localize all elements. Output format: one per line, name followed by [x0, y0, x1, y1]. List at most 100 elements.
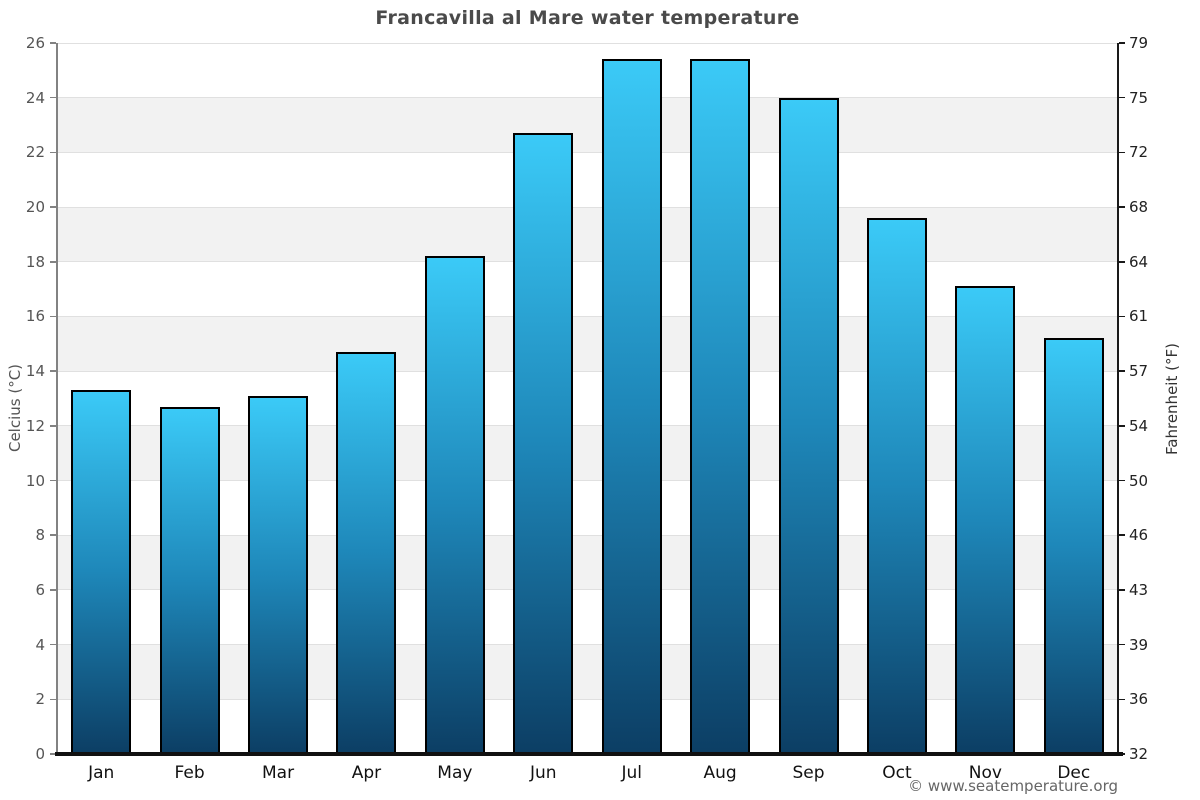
y-axis-fahrenheit-tick-label: 64 [1129, 252, 1149, 271]
y-axis-celsius-tick-label: 26 [25, 34, 45, 52]
temperature-bar[interactable] [1043, 338, 1104, 754]
y-axis-right-tick [1119, 698, 1125, 701]
grid-band [57, 207, 1118, 262]
gridline [57, 644, 1118, 646]
y-axis-fahrenheit-tick-label: 57 [1129, 362, 1149, 381]
y-axis-fahrenheit-tick-label: 50 [1129, 471, 1149, 490]
y-axis-fahrenheit-tick-label: 39 [1129, 635, 1149, 654]
y-axis-fahrenheit-title: Fahrenheit (°F) [1163, 343, 1181, 455]
x-axis-month-label: Nov [968, 763, 1002, 783]
y-axis-fahrenheit-tick-label: 36 [1129, 690, 1149, 709]
y-axis-right-tick [1119, 42, 1125, 44]
temperature-bar[interactable] [955, 286, 1016, 754]
x-axis-month-label: May [437, 763, 473, 783]
gridline [57, 534, 1118, 536]
y-axis-left-tick [50, 425, 56, 427]
temperature-bar[interactable] [866, 218, 927, 754]
x-axis-month-label: Aug [703, 763, 737, 783]
temperature-bar[interactable] [601, 59, 662, 754]
y-axis-celsius-tick-label: 2 [35, 690, 45, 709]
grid-band [57, 316, 1118, 372]
y-axis-right-line [1117, 43, 1119, 754]
temperature-bar[interactable] [424, 256, 485, 754]
x-axis-month-label: Feb [174, 763, 205, 783]
grid-band [57, 699, 1118, 754]
y-axis-left-tick [50, 753, 56, 755]
y-axis-celsius-tick-label: 0 [35, 745, 45, 763]
y-axis-celsius-tick-label: 12 [25, 416, 45, 435]
gridline [57, 42, 1118, 44]
y-axis-left-tick [50, 96, 56, 99]
gridline [57, 206, 1118, 208]
y-axis-right-tick [1119, 315, 1125, 318]
y-axis-celsius-tick-label: 10 [25, 471, 45, 490]
gridline [57, 370, 1118, 372]
y-axis-right-tick [1119, 534, 1125, 536]
y-axis-right-tick [1119, 96, 1125, 99]
plot-area: Jan Feb Mar Apr May Jun Jul Aug Sep Oct Nov Dec 0 2 4 6… [26, 34, 1148, 783]
y-axis-celsius-tick-label: 6 [35, 580, 45, 599]
y-axis-right-tick [1119, 370, 1125, 372]
y-axis-fahrenheit-tick-label: 68 [1129, 198, 1149, 217]
y-axis-left-tick [50, 589, 56, 591]
grid-band [57, 425, 1118, 481]
gridline [57, 698, 1118, 700]
grid-band [57, 97, 1118, 153]
x-axis-month-label: Jul [621, 763, 642, 783]
temperature-bar[interactable] [778, 97, 839, 754]
y-axis-fahrenheit-tick-label: 75 [1129, 88, 1149, 107]
gridline [57, 589, 1118, 591]
y-axis-right-tick [1119, 425, 1125, 427]
y-axis-right-tick [1119, 151, 1125, 154]
y-axis-left-line [56, 43, 58, 754]
gridline [57, 97, 1118, 99]
gridline [57, 151, 1118, 153]
x-axis-month-label: Jan [88, 763, 115, 783]
y-axis-celsius-tick-label: 22 [25, 143, 45, 162]
grid-band [57, 371, 1118, 426]
y-axis-left-tick [50, 479, 56, 482]
x-axis-month-label: Sep [792, 763, 825, 783]
y-axis-fahrenheit-tick-label: 43 [1129, 580, 1149, 599]
y-axis-fahrenheit-tick-label: 32 [1129, 745, 1149, 763]
gridline [57, 261, 1118, 263]
grid-band [57, 152, 1118, 208]
chart-title: Francavilla al Mare water temperature [375, 7, 800, 29]
x-axis-month-label: Mar [261, 763, 295, 783]
y-axis-left-tick [50, 151, 56, 154]
x-axis-line [55, 752, 1123, 756]
x-axis-month-label: Dec [1057, 763, 1091, 783]
y-axis-left-tick [50, 370, 56, 372]
y-axis-right-tick [1119, 479, 1125, 482]
y-axis-celsius-tick-label: 14 [25, 362, 45, 381]
y-axis-left-tick [50, 643, 56, 646]
grid-band [57, 644, 1118, 700]
y-axis-right-tick [1119, 589, 1125, 591]
gridline [57, 425, 1118, 427]
x-axis-month-label: Apr [351, 763, 382, 783]
y-axis-fahrenheit-tick-label: 61 [1129, 307, 1149, 326]
grid-band [57, 480, 1118, 536]
y-axis-left-tick [50, 315, 56, 318]
temperature-bar[interactable] [248, 395, 309, 754]
y-axis-right-tick [1119, 643, 1125, 646]
temperature-bar[interactable] [336, 352, 397, 754]
y-axis-celsius-tick-label: 4 [35, 635, 45, 654]
y-axis-right-tick [1119, 261, 1125, 263]
y-axis-left-tick [50, 534, 56, 536]
temperature-bar[interactable] [690, 59, 751, 754]
grid-band [57, 261, 1118, 317]
temperature-bar[interactable] [513, 133, 574, 754]
grid-band [57, 535, 1118, 590]
y-axis-celsius-tick-label: 24 [25, 88, 45, 107]
copyright-credit[interactable]: © www.seatemperature.org [908, 777, 1118, 795]
gridline [57, 315, 1118, 317]
temperature-bar[interactable] [159, 406, 220, 754]
temperature-bar[interactable] [71, 390, 132, 754]
y-axis-fahrenheit-tick-label: 79 [1129, 34, 1149, 52]
y-axis-left-tick [50, 261, 56, 263]
y-axis-left-tick [50, 206, 56, 208]
y-axis-celsius-tick-label: 18 [25, 252, 45, 271]
x-axis-month-label: Oct [882, 763, 912, 783]
